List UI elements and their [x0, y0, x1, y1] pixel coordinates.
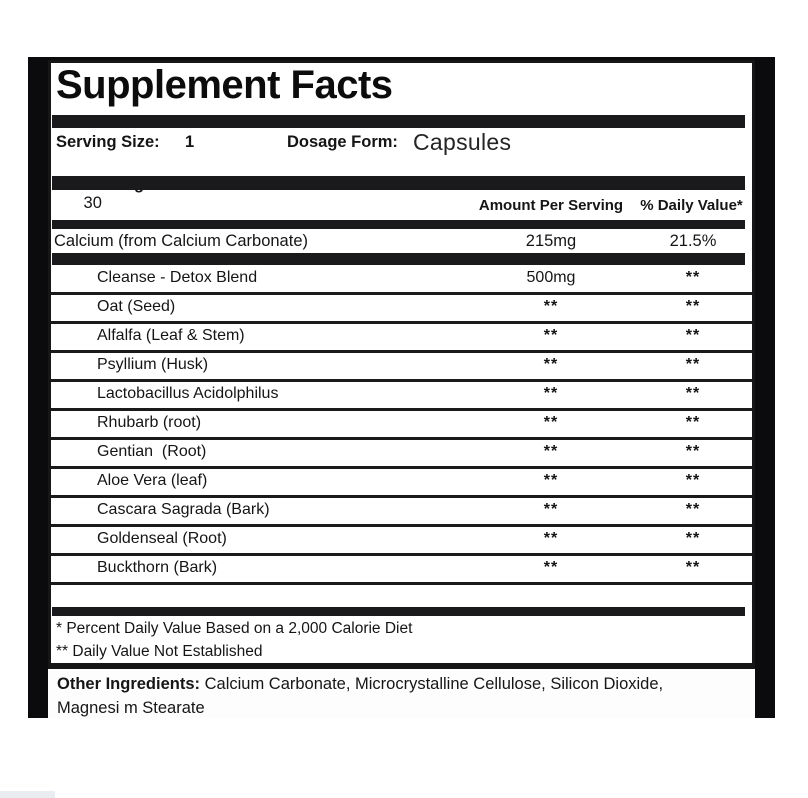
ingredient-dv: ** [685, 472, 701, 489]
dosage-form-value: Capsules [413, 129, 512, 155]
serving-size-label: Serving Size: [56, 133, 160, 151]
ingredient-row: Oat (Seed) ** ** [51, 295, 752, 324]
ingredient-row: Cascara Sagrada (Bark) ** ** [51, 498, 752, 527]
amount-per-serving-header: Amount Per Serving [478, 197, 624, 214]
bottom-left-fragment [0, 791, 55, 798]
other-ingredients-text-line2: Magnesi m Stearate [57, 699, 205, 717]
ingredient-row: Lactobacillus Acidolphilus ** ** [51, 382, 752, 411]
daily-value-header: % Daily Value* [640, 197, 743, 214]
ingredient-amount: ** [543, 327, 559, 344]
ingredient-name: Oat (Seed) [97, 298, 176, 315]
thick-divider [52, 115, 745, 128]
thin-divider [52, 607, 745, 616]
thick-divider [52, 253, 745, 265]
ingredient-name: Goldenseal (Root) [97, 530, 227, 547]
ingredient-amount: ** [543, 530, 559, 547]
other-ingredients-section: Other Ingredients: Calcium Carbonate, Mi… [48, 669, 755, 718]
footnote-percent-dv: * Percent Daily Value Based on a 2,000 C… [56, 620, 413, 637]
serving-size-value: 1 [185, 133, 195, 151]
ingredient-amount: ** [543, 298, 559, 315]
supplement-label: Supplement Facts Serving Size: 1 Dosage … [28, 57, 775, 718]
other-ingredients-text: Calcium Carbonate, Microcrystalline Cell… [204, 675, 664, 693]
ingredient-amount: ** [543, 443, 559, 460]
ingredient-dv: 21.5% [669, 232, 717, 250]
ingredient-dv: ** [685, 443, 701, 460]
ingredient-name: Psyllium (Husk) [97, 356, 209, 373]
ingredient-row: Gentian (Root) ** ** [51, 440, 752, 469]
footnote-not-established: ** Daily Value Not Established [56, 643, 263, 660]
ingredients-list: Cleanse - Detox Blend 500mg ** Oat (Seed… [51, 266, 752, 585]
other-ingredients-label: Other Ingredients: [57, 675, 201, 693]
ingredient-row: Psyllium (Husk) ** ** [51, 353, 752, 382]
servings-per-container-value: 30 [83, 194, 102, 212]
ingredient-amount: ** [543, 559, 559, 576]
ingredient-name: Cleanse - Detox Blend [97, 269, 258, 286]
ingredient-name: Cascara Sagrada (Bark) [97, 501, 270, 518]
ingredient-name: Buckthorn (Bark) [97, 559, 218, 576]
dosage-form-label: Dosage Form: [287, 133, 398, 151]
ingredient-amount: ** [543, 385, 559, 402]
ingredient-dv: ** [685, 559, 701, 576]
ingredient-row: Alfalfa (Leaf & Stem) ** ** [51, 324, 752, 353]
ingredient-row: Cleanse - Detox Blend 500mg ** [51, 266, 752, 295]
ingredient-name: Gentian (Root) [97, 443, 207, 460]
panel-title: Supplement Facts [56, 63, 393, 107]
ingredient-name: Calcium (from Calcium Carbonate) [54, 232, 308, 250]
ingredient-dv: ** [685, 530, 701, 547]
ingredient-name: Aloe Vera (leaf) [97, 472, 208, 489]
ingredient-amount: 215mg [525, 232, 577, 250]
ingredient-name: Rhubarb (root) [97, 414, 202, 431]
ingredient-name: Alfalfa (Leaf & Stem) [97, 327, 245, 344]
ingredient-dv: ** [685, 501, 701, 518]
ingredient-amount: ** [543, 414, 559, 431]
ingredient-row: Aloe Vera (leaf) ** ** [51, 469, 752, 498]
ingredient-dv: ** [685, 385, 701, 402]
thin-divider [52, 220, 745, 229]
ingredient-dv: ** [685, 356, 701, 373]
thick-divider [52, 176, 745, 190]
ingredient-row: Rhubarb (root) ** ** [51, 411, 752, 440]
ingredient-dv: ** [685, 414, 701, 431]
ingredient-amount: ** [543, 356, 559, 373]
ingredient-dv: ** [685, 327, 701, 344]
ingredient-amount: ** [543, 501, 559, 518]
ingredient-row: Goldenseal (Root) ** ** [51, 527, 752, 556]
ingredient-dv: ** [685, 298, 701, 315]
ingredient-name: Lactobacillus Acidolphilus [97, 385, 279, 402]
ingredient-dv: ** [685, 269, 701, 286]
facts-panel: Supplement Facts Serving Size: 1 Dosage … [48, 60, 755, 669]
ingredient-amount: ** [543, 472, 559, 489]
ingredient-amount: 500mg [526, 269, 576, 286]
ingredient-row: Buckthorn (Bark) ** ** [51, 556, 752, 585]
